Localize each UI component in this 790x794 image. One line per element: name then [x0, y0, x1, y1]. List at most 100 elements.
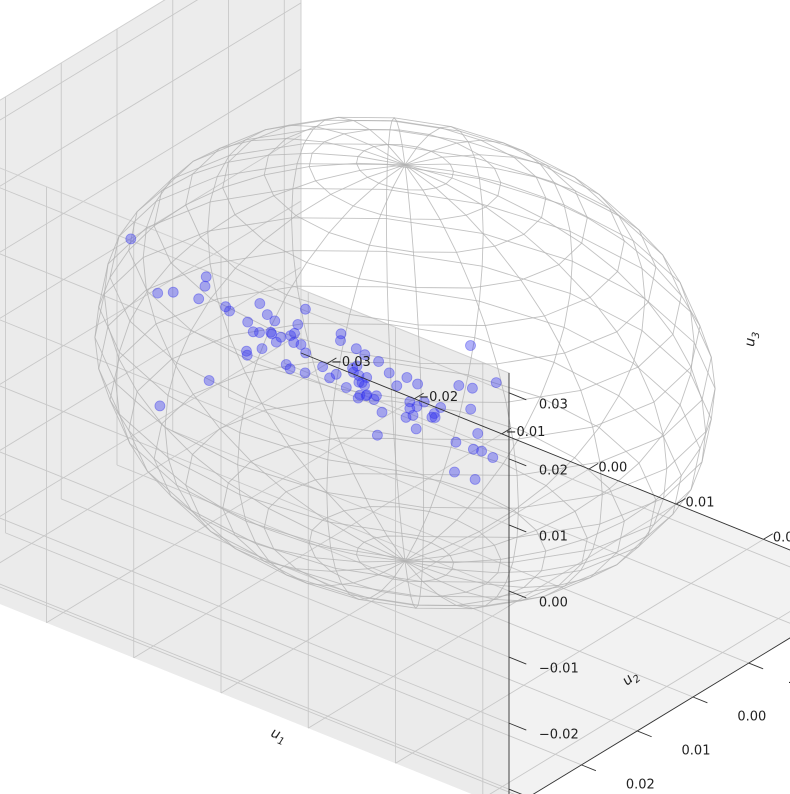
y-tick	[637, 730, 652, 738]
data-point	[299, 303, 311, 315]
data-point	[410, 423, 422, 435]
data-point	[324, 372, 336, 384]
z-tick-label: 0.03	[539, 397, 568, 412]
z-tick	[508, 656, 527, 665]
data-point	[335, 328, 347, 340]
data-point	[167, 286, 179, 298]
data-point	[404, 403, 416, 414]
data-point	[353, 370, 365, 381]
data-point	[241, 349, 253, 361]
y-tick-label: 0.00	[737, 710, 766, 725]
sphere-longitude-line	[404, 164, 668, 588]
data-point	[285, 330, 297, 342]
data-point	[353, 376, 365, 388]
grid-line	[489, 610, 790, 794]
data-point	[340, 382, 352, 393]
grid-line	[0, 385, 510, 592]
x-tick-label: −0.01	[506, 425, 546, 440]
sphere-longitude-line	[404, 164, 716, 564]
data-point	[376, 406, 388, 418]
x-tick	[588, 463, 599, 470]
data-point	[391, 380, 403, 392]
sphere-longitude-line	[115, 164, 406, 563]
data-point	[472, 428, 484, 439]
sphere-longitude-line	[142, 138, 406, 562]
data-point	[453, 380, 465, 391]
data-point	[411, 401, 423, 412]
y-tick-label: 0.02	[626, 778, 655, 793]
grid-line	[0, 586, 515, 794]
grid-line	[0, 2, 302, 187]
data-point	[467, 443, 479, 455]
z-tick	[508, 590, 527, 599]
wireframe-sphere	[94, 116, 716, 610]
z-tick-label: 0.02	[539, 463, 568, 478]
x-tick-label: 0.00	[598, 460, 627, 475]
data-point	[487, 452, 499, 463]
data-point	[490, 377, 502, 389]
data-point	[270, 336, 282, 348]
data-point	[247, 326, 259, 338]
sphere-longitude-line	[404, 126, 484, 562]
x-tick	[763, 533, 773, 540]
sphere-longitude-line	[404, 164, 519, 610]
data-point	[154, 400, 166, 412]
sphere-longitude-line	[103, 152, 406, 562]
data-point	[261, 309, 273, 321]
z-tick-label: −0.02	[539, 728, 579, 743]
data-point	[465, 340, 476, 351]
sphere-longitude-line	[404, 164, 603, 602]
x-tick	[326, 357, 337, 364]
data-point	[469, 473, 481, 485]
data-point	[200, 271, 212, 283]
data-point	[193, 293, 205, 305]
sphere-longitude-line	[207, 124, 406, 562]
z-tick-label: 0.00	[539, 595, 568, 610]
data-point	[269, 315, 281, 327]
z-tick	[508, 722, 527, 731]
x-tick	[676, 498, 686, 505]
grid-line	[61, 498, 638, 732]
grid-line	[395, 538, 764, 764]
data-point	[465, 403, 477, 415]
grid-line	[0, 319, 510, 526]
y-tick-label: 0.01	[682, 744, 711, 759]
sphere-longitude-line	[404, 139, 573, 562]
data-point	[352, 392, 364, 404]
data-point	[254, 298, 266, 309]
grid-line	[0, 68, 302, 253]
axis-lines-ticks	[300, 352, 790, 794]
data-point	[299, 367, 311, 379]
data-point	[450, 436, 462, 448]
grid-line	[308, 503, 677, 729]
data-point	[429, 412, 441, 423]
data-point	[401, 372, 413, 383]
data-point	[361, 389, 373, 401]
scatter-points	[125, 233, 502, 485]
data-point	[373, 356, 385, 367]
sphere-longitude-line	[404, 164, 707, 574]
data-point	[125, 233, 137, 245]
data-point	[368, 394, 380, 405]
data-point	[295, 339, 307, 351]
data-point	[354, 389, 366, 401]
data-point	[256, 343, 268, 355]
z-tick-label: −0.01	[539, 662, 579, 677]
data-point	[284, 363, 296, 375]
grid-line	[0, 0, 199, 121]
data-point	[266, 328, 278, 340]
data-point	[241, 345, 252, 357]
data-point	[466, 382, 478, 394]
data-point	[428, 408, 440, 419]
data-point	[275, 331, 287, 343]
x-tick-label: 0.01	[686, 496, 715, 511]
sphere-longitude-line	[94, 162, 406, 562]
grid-line	[5, 532, 582, 766]
data-point	[449, 466, 460, 478]
data-point	[265, 326, 277, 338]
x-tick-label: 0.02	[773, 531, 790, 546]
x-tick-label: −0.03	[331, 355, 371, 370]
z-tick	[508, 458, 527, 467]
x-tick	[501, 427, 512, 435]
